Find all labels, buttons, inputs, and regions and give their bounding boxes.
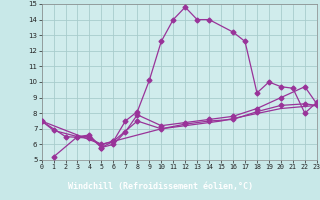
Text: Windchill (Refroidissement éolien,°C): Windchill (Refroidissement éolien,°C) — [68, 182, 252, 192]
